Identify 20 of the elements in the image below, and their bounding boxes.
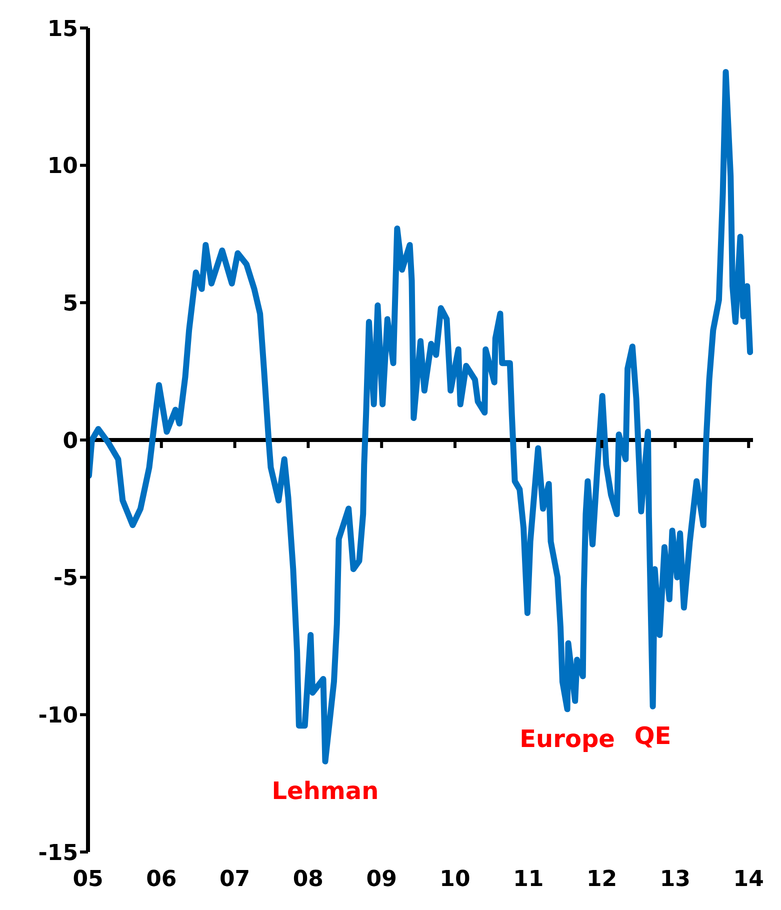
y-tick-label: -15 <box>38 840 78 866</box>
x-tick-label: 06 <box>146 867 177 892</box>
x-tick-label: 11 <box>513 867 544 892</box>
y-tick-label: 0 <box>62 428 78 454</box>
y-tick-label: 15 <box>47 16 78 42</box>
x-tick-label: 09 <box>366 867 397 892</box>
annotation: Europe <box>520 724 615 753</box>
x-tick-label: 12 <box>586 867 618 892</box>
x-tick-label: 05 <box>72 867 104 892</box>
y-tick-label: -5 <box>54 566 78 592</box>
annotation: Lehman <box>272 776 379 805</box>
x-tick-label: 13 <box>660 867 691 892</box>
y-tick-label: 5 <box>62 291 78 316</box>
y-tick-label: 10 <box>47 154 78 180</box>
y-tick-label: -10 <box>38 703 78 728</box>
x-tick-label: 08 <box>292 867 324 892</box>
annotation: QE <box>634 722 672 750</box>
x-tick-label: 10 <box>440 867 470 892</box>
x-tick-label: 14 <box>733 867 764 892</box>
x-tick-label: 07 <box>219 867 250 892</box>
